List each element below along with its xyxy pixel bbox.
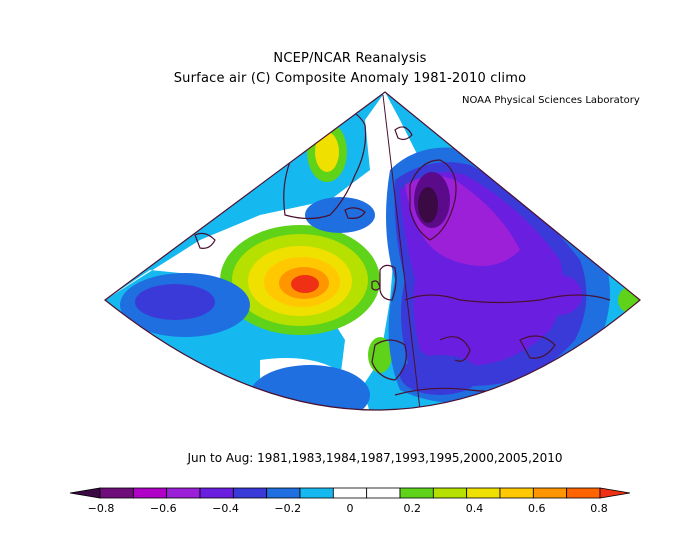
ireland-coast [371,280,381,291]
scandinavia-coast [409,159,457,241]
colorbar-tick-label: −0.8 [88,502,115,515]
italy-coast [439,336,471,362]
colorbar-tick-label: 0 [347,502,354,515]
colorbar-swatch [199,487,234,499]
colorbar-swatch [399,487,434,499]
east-warm-green [618,286,640,314]
colorbar-swatch [499,487,534,499]
colorbar-swatch [99,487,134,499]
colorbar-tick-label: 0.2 [404,502,422,515]
iberia-coast [371,339,407,381]
iceland-coast [344,207,366,219]
colorbar-swatch [332,487,368,499]
map-border [104,91,641,411]
colorbar: −0.8 −0.6 −0.4 −0.2 0 0.2 0.4 0.6 0.8 [69,487,631,515]
colorbar-swatch [166,487,201,499]
colorbar-swatch [432,487,468,499]
canada-islands-coast [194,232,216,249]
colorbar-swatch [566,487,601,499]
cold-anomaly-scandinavia-darkest [418,187,438,223]
black-sea-coast [519,335,556,359]
colorbar-swatch [299,487,334,499]
warm-anomaly-red [291,275,319,293]
colorbar-tick-label: 0.6 [528,502,546,515]
colorbar-tick-label: −0.2 [274,502,301,515]
period-label: Jun to Aug: 1981,1983,1984,1987,1993,199… [187,451,563,465]
europe-coast [404,294,611,304]
cold-anomaly-iceland-blue [305,197,375,233]
colorbar-swatch [532,487,568,499]
colorbar-swatch [266,487,301,499]
colorbar-swatch [232,487,268,499]
colorbar-swatch [466,487,501,499]
colorbar-swatch [366,487,401,499]
meridian-line [382,94,434,410]
iberia-warm-green [368,337,392,373]
cold-anomaly-west-dark-blue [135,284,215,320]
colorbar-tick-label: −0.6 [150,502,177,515]
colorbar-tick-label: 0.8 [590,502,608,515]
greenland-warm-yellow [315,132,339,172]
colorbar-arrow-low [69,487,101,499]
svalbard-coast [394,126,413,141]
britain-coast [379,264,397,301]
chart-title: NCEP/NCAR Reanalysis [273,51,427,66]
cold-anomaly-mediterranean-dark-blue [400,355,480,395]
colorbar-swatch [132,487,168,499]
meridians [382,94,434,410]
cold-anomaly-south-blue [250,365,370,410]
chart-subtitle: Surface air (C) Composite Anomaly 1981-2… [173,71,527,86]
colorbar-tick-label: 0.4 [466,502,484,515]
colorbar-arrow-high [599,487,631,499]
credit-label: NOAA Physical Sciences Laboratory [462,95,640,106]
cold-anomaly-east-purple [538,275,582,315]
colorbar-tick-label: −0.4 [212,502,239,515]
